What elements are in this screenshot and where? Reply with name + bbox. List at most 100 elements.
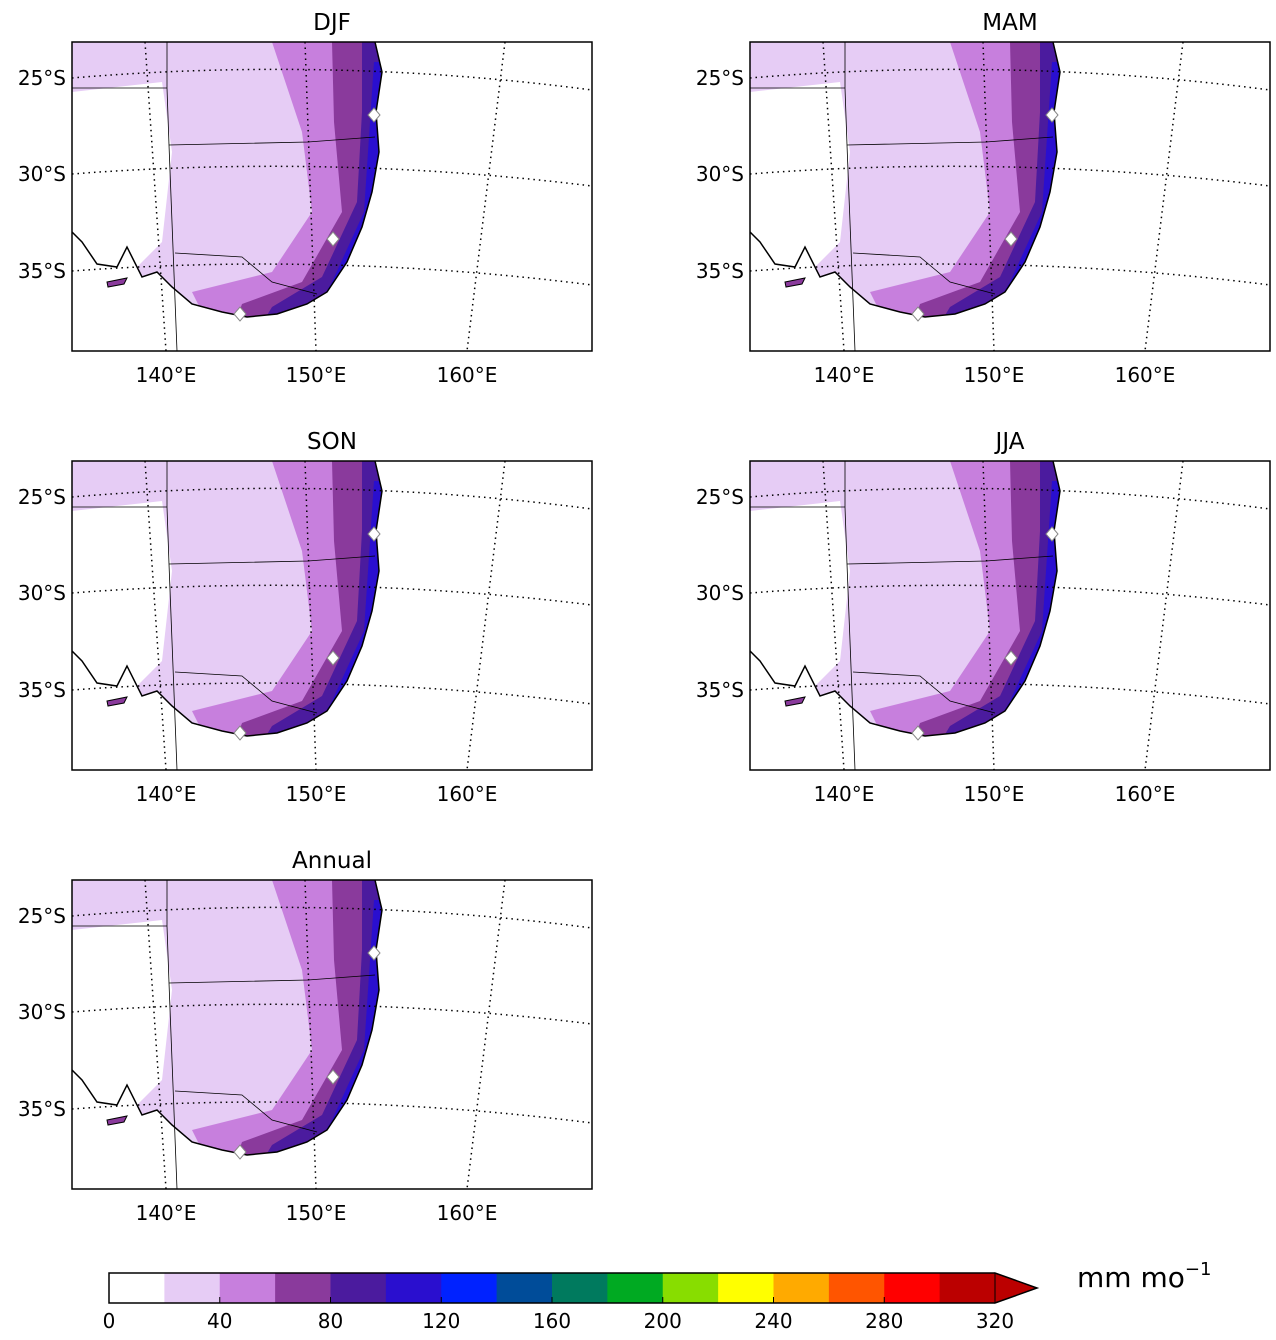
- map-panel: JJA 25°S 30°S 35°S 140°E 150°E 160°E: [696, 429, 1271, 806]
- lon-label: 160°E: [437, 1201, 498, 1225]
- graticule: [822, 41, 845, 352]
- lat-label: 30°S: [696, 162, 744, 186]
- lat-label: 30°S: [18, 581, 66, 605]
- state-border: [750, 42, 1054, 352]
- lat-label: 25°S: [696, 66, 744, 90]
- colorbar-tick-label: 120: [422, 1309, 460, 1333]
- graticule: [749, 165, 1271, 187]
- lat-label: 30°S: [18, 1000, 66, 1024]
- site-marker: [326, 650, 340, 666]
- colorbar-tick-label: 160: [533, 1309, 571, 1333]
- graticule: [144, 879, 167, 1190]
- colorbar-unit: mm mo−1: [1077, 1259, 1211, 1294]
- graticule: [466, 879, 506, 1190]
- colorbar-segment: [164, 1273, 221, 1303]
- site-marker: [911, 306, 925, 322]
- lat-label: 30°S: [696, 581, 744, 605]
- coastline: [71, 41, 383, 318]
- lon-label: 160°E: [1115, 363, 1176, 387]
- lat-label: 35°S: [18, 1097, 66, 1121]
- colorbar-tick-label: 200: [644, 1309, 682, 1333]
- state-border: [72, 42, 376, 352]
- graticule: [982, 460, 995, 771]
- lat-label: 35°S: [696, 259, 744, 283]
- site-marker: [911, 725, 925, 741]
- colorbar-segment: [607, 1273, 664, 1303]
- colorbar-tick-label: 80: [318, 1309, 343, 1333]
- lat-label: 35°S: [18, 678, 66, 702]
- colorbar-segment: [109, 1273, 165, 1303]
- map-frame: [749, 41, 1271, 352]
- map-panel: MAM 25°S 30°S 35°S 140°E 150°E 160°E: [696, 10, 1271, 387]
- tasman-island: [784, 696, 806, 707]
- lon-label: 140°E: [136, 782, 197, 806]
- graticule: [304, 460, 317, 771]
- graticule: [304, 41, 317, 352]
- coastline: [749, 41, 1061, 318]
- lat-label: 25°S: [18, 66, 66, 90]
- panel-title: Annual: [292, 848, 372, 874]
- graticule: [466, 460, 506, 771]
- colorbar-segment: [275, 1273, 331, 1303]
- colorbar-tick-label: 280: [865, 1309, 903, 1333]
- graticule: [749, 682, 1271, 705]
- lon-label: 160°E: [437, 782, 498, 806]
- graticule: [71, 682, 593, 705]
- graticule: [822, 460, 845, 771]
- dry-region: [750, 82, 850, 272]
- tasman-island: [106, 696, 128, 707]
- map-panel: DJF 25°S 30°S 35°S 140°E 150°E 160°E: [18, 10, 593, 387]
- graticule: [749, 263, 1271, 286]
- lat-label: 35°S: [18, 259, 66, 283]
- colorbar-segment: [219, 1273, 276, 1303]
- lat-label: 35°S: [696, 678, 744, 702]
- unit-text: mm mo: [1077, 1261, 1185, 1294]
- graticule: [1144, 460, 1184, 771]
- colorbar-segment: [939, 1273, 996, 1303]
- colorbar-segment: [441, 1273, 498, 1303]
- state-border: [750, 461, 1054, 771]
- map-frame: [71, 41, 593, 352]
- graticule: [749, 584, 1271, 606]
- map-panel: SON 25°S 30°S 35°S 140°E 150°E 160°E: [18, 429, 593, 806]
- site-marker: [367, 945, 381, 961]
- graticule: [144, 460, 167, 771]
- site-marker: [233, 725, 247, 741]
- map-frame: [71, 460, 593, 771]
- site-marker: [367, 107, 381, 123]
- graticule: [144, 41, 167, 352]
- graticule: [71, 584, 593, 606]
- colorbar-tick-label: 0: [103, 1309, 116, 1333]
- panel-title: DJF: [313, 10, 351, 36]
- graticule: [71, 487, 593, 510]
- graticule: [71, 906, 593, 929]
- graticule: [71, 165, 593, 187]
- colorbar-tick-label: 40: [207, 1309, 232, 1333]
- colorbar-segment: [884, 1273, 941, 1303]
- state-border: [72, 461, 376, 771]
- lon-label: 150°E: [286, 1201, 347, 1225]
- lat-label: 30°S: [18, 162, 66, 186]
- lon-label: 150°E: [964, 782, 1025, 806]
- panel-title: JJA: [994, 429, 1025, 455]
- dry-region: [72, 920, 172, 1110]
- map-panel: Annual 25°S 30°S 35°S 140°E 150°E 160°E: [18, 848, 593, 1225]
- map-frame: [71, 879, 593, 1190]
- unit-power: −1: [1185, 1259, 1212, 1280]
- lat-label: 25°S: [18, 485, 66, 509]
- lon-label: 150°E: [286, 782, 347, 806]
- colorbar-segment: [496, 1273, 553, 1303]
- coastline: [749, 460, 1061, 737]
- colorbar-segment: [385, 1273, 442, 1303]
- coastline: [71, 460, 383, 737]
- panel-title: MAM: [982, 10, 1037, 36]
- site-marker: [326, 1069, 340, 1085]
- graticule: [749, 68, 1271, 91]
- site-marker: [1045, 107, 1059, 123]
- lon-label: 140°E: [136, 363, 197, 387]
- lon-label: 140°E: [814, 782, 875, 806]
- colorbar-segment: [828, 1273, 885, 1303]
- state-border: [72, 880, 376, 1190]
- site-marker: [326, 231, 340, 247]
- tasman-island: [784, 277, 806, 288]
